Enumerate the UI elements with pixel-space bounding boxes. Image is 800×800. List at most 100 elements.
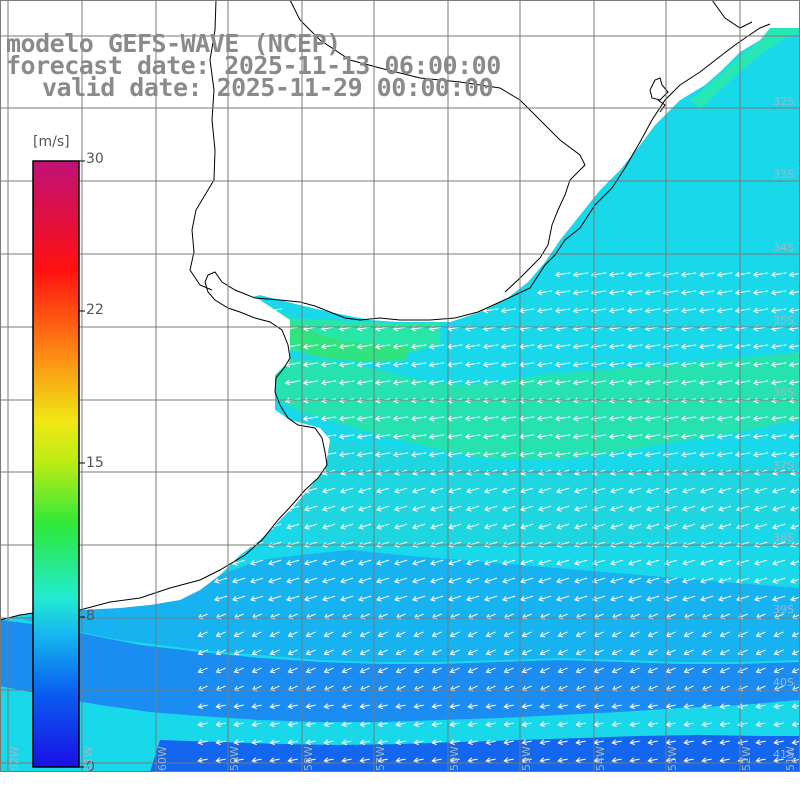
wind-arrow xyxy=(717,487,732,494)
colorbar xyxy=(32,160,85,768)
wind-arrow xyxy=(482,415,499,422)
wind-arrow xyxy=(233,721,244,728)
wind-arrow xyxy=(411,523,426,530)
wind-arrow xyxy=(485,631,496,638)
wind-arrow xyxy=(626,271,643,278)
wind-arrow xyxy=(321,577,336,584)
wind-arrow xyxy=(465,595,480,602)
wind-arrow xyxy=(356,343,373,350)
wind-arrow xyxy=(449,703,460,710)
wind-arrow xyxy=(554,307,571,314)
wind-arrow xyxy=(392,451,409,458)
wind-arrow xyxy=(681,505,696,512)
wind-arrow xyxy=(788,433,800,440)
wind-arrow xyxy=(377,667,388,674)
wind-arrow xyxy=(500,415,517,422)
wind-arrow xyxy=(698,433,715,440)
wind-arrow xyxy=(555,487,570,494)
wind-arrow xyxy=(485,739,496,746)
wind-arrow xyxy=(537,487,552,494)
wind-arrow xyxy=(251,739,262,746)
coastline xyxy=(0,23,771,621)
wind-arrow xyxy=(395,757,406,764)
wind-arrow xyxy=(521,631,532,638)
wind-arrow xyxy=(467,631,478,638)
wind-arrow xyxy=(449,739,460,746)
wind-arrow xyxy=(626,289,643,296)
wind-arrow xyxy=(483,559,498,566)
wind-arrow xyxy=(428,343,445,350)
wind-arrow xyxy=(249,577,264,584)
colorbar-tick-15: 15 xyxy=(86,455,104,471)
lon-label-55w: 55W xyxy=(519,746,533,771)
wind-arrow xyxy=(483,595,498,602)
wind-arrow xyxy=(338,343,355,350)
wind-arrow xyxy=(698,361,715,368)
wind-arrow xyxy=(663,577,678,584)
wind-arrow xyxy=(449,631,460,638)
wind-arrow xyxy=(770,307,787,314)
wind-arrow xyxy=(753,523,768,530)
wind-arrow xyxy=(627,595,642,602)
wind-arrow xyxy=(771,595,786,602)
wind-arrow xyxy=(249,595,264,602)
wind-arrow xyxy=(734,415,751,422)
wind-arrow xyxy=(285,559,300,566)
wind-arrow xyxy=(753,577,768,584)
wind-arrow xyxy=(629,649,640,656)
wind-arrow xyxy=(375,523,390,530)
wind-arrow xyxy=(575,757,586,764)
wind-arrow xyxy=(503,703,514,710)
wind-arrow xyxy=(608,289,625,296)
wind-arrow xyxy=(537,505,552,512)
wind-arrow xyxy=(647,739,658,746)
wind-arrow xyxy=(375,505,390,512)
wind-arrow xyxy=(483,505,498,512)
wind-arrow xyxy=(755,757,766,764)
wind-arrow xyxy=(773,721,784,728)
wind-arrow xyxy=(773,703,784,710)
wind-arrow xyxy=(231,595,246,602)
lon-label-57w: 57W xyxy=(373,746,387,771)
wind-arrow xyxy=(341,739,352,746)
wind-arrow xyxy=(359,649,370,656)
wind-arrow xyxy=(701,667,712,674)
wind-arrow xyxy=(716,307,733,314)
wind-arrow xyxy=(611,757,622,764)
wind-arrow xyxy=(573,523,588,530)
wind-arrow xyxy=(392,379,409,386)
wind-arrow xyxy=(467,739,478,746)
wind-arrow xyxy=(341,631,352,638)
wind-arrow xyxy=(320,415,337,422)
wind-arrow xyxy=(608,451,625,458)
lat-label-36s: 36S xyxy=(773,386,794,399)
wind-arrow xyxy=(449,667,460,674)
wind-arrow xyxy=(645,487,660,494)
wind-arrow xyxy=(464,451,481,458)
wind-arrow xyxy=(303,577,318,584)
wind-arrow xyxy=(341,649,352,656)
wind-arrow xyxy=(338,415,355,422)
wind-arrow xyxy=(395,649,406,656)
wind-arrow xyxy=(699,505,714,512)
wind-arrow xyxy=(410,415,427,422)
wind-arrow xyxy=(321,595,336,602)
wind-arrow xyxy=(698,379,715,386)
wind-arrow xyxy=(699,487,714,494)
wind-arrow xyxy=(537,559,552,566)
wind-arrow xyxy=(770,433,787,440)
wind-arrow xyxy=(788,271,800,278)
wind-arrow xyxy=(557,721,568,728)
wind-arrow xyxy=(392,433,409,440)
wind-arrow xyxy=(213,577,228,584)
wind-arrow xyxy=(683,721,694,728)
wind-arrow xyxy=(539,757,550,764)
wind-arrow xyxy=(357,523,372,530)
wind-arrow xyxy=(629,739,640,746)
wind-arrow xyxy=(788,289,800,296)
wind-arrow xyxy=(719,739,730,746)
wind-arrow xyxy=(359,757,370,764)
wind-arrow xyxy=(428,451,445,458)
wind-arrow xyxy=(197,649,208,656)
wind-arrow xyxy=(788,451,800,458)
